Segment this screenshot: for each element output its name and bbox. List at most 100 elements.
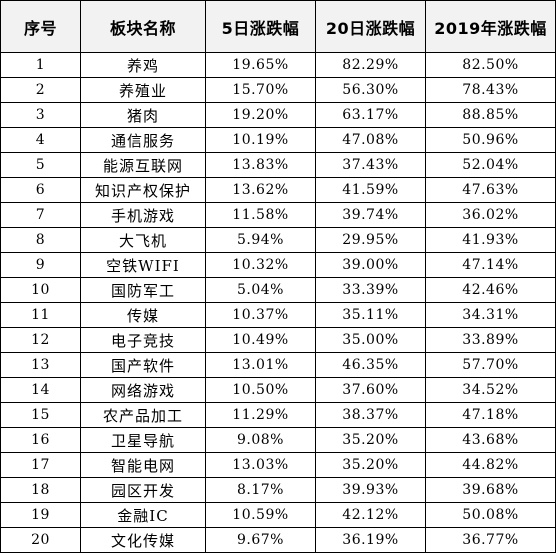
cell-20day-change: 35.20% [315, 427, 426, 453]
cell-5day-change: 10.50% [205, 377, 316, 403]
cell-2019-change: 42.46% [425, 277, 556, 303]
cell-5day-change: 10.49% [205, 327, 316, 353]
cell-index: 14 [0, 377, 81, 403]
cell-5day-change: 11.58% [205, 202, 316, 228]
header-index: 序号 [0, 0, 81, 53]
cell-sector-name: 智能电网 [80, 452, 206, 478]
cell-5day-change: 10.59% [205, 502, 316, 528]
cell-2019-change: 44.82% [425, 452, 556, 478]
cell-5day-change: 19.65% [205, 52, 316, 78]
cell-5day-change: 5.04% [205, 277, 316, 303]
cell-index: 10 [0, 277, 81, 303]
cell-20day-change: 39.00% [315, 252, 426, 278]
table-row: 10 国防军工 5.04% 33.39% 42.46% [0, 277, 556, 303]
cell-sector-name: 国防军工 [80, 277, 206, 303]
cell-20day-change: 39.74% [315, 202, 426, 228]
cell-sector-name: 电子竞技 [80, 327, 206, 353]
cell-2019-change: 50.08% [425, 502, 556, 528]
table-row: 16 卫星导航 9.08% 35.20% 43.68% [0, 427, 556, 453]
cell-sector-name: 猪肉 [80, 102, 206, 128]
table-row: 6 知识产权保护 13.62% 41.59% 47.63% [0, 177, 556, 203]
cell-index: 12 [0, 327, 81, 353]
cell-index: 1 [0, 52, 81, 78]
cell-20day-change: 38.37% [315, 402, 426, 428]
cell-sector-name: 农产品加工 [80, 402, 206, 428]
cell-index: 15 [0, 402, 81, 428]
cell-20day-change: 82.29% [315, 52, 426, 78]
table-row: 17 智能电网 13.03% 35.20% 44.82% [0, 452, 556, 478]
cell-2019-change: 36.02% [425, 202, 556, 228]
table-row: 11 传媒 10.37% 35.11% 34.31% [0, 302, 556, 328]
cell-5day-change: 10.32% [205, 252, 316, 278]
header-2019-change: 2019年涨跌幅 [425, 0, 556, 53]
cell-sector-name: 卫星导航 [80, 427, 206, 453]
table-row: 3 猪肉 19.20% 63.17% 88.85% [0, 102, 556, 128]
cell-20day-change: 35.20% [315, 452, 426, 478]
cell-20day-change: 29.95% [315, 227, 426, 253]
cell-5day-change: 10.19% [205, 127, 316, 153]
cell-sector-name: 养殖业 [80, 77, 206, 103]
cell-index: 3 [0, 102, 81, 128]
cell-index: 18 [0, 477, 81, 503]
cell-20day-change: 37.60% [315, 377, 426, 403]
cell-2019-change: 88.85% [425, 102, 556, 128]
cell-index: 6 [0, 177, 81, 203]
cell-20day-change: 46.35% [315, 352, 426, 378]
cell-index: 20 [0, 527, 81, 553]
cell-5day-change: 10.37% [205, 302, 316, 328]
cell-20day-change: 47.08% [315, 127, 426, 153]
cell-2019-change: 34.31% [425, 302, 556, 328]
cell-sector-name: 知识产权保护 [80, 177, 206, 203]
cell-20day-change: 56.30% [315, 77, 426, 103]
cell-sector-name: 大飞机 [80, 227, 206, 253]
cell-index: 4 [0, 127, 81, 153]
header-5day-change: 5日涨跌幅 [205, 0, 316, 53]
cell-2019-change: 39.68% [425, 477, 556, 503]
table-row: 18 园区开发 8.17% 39.93% 39.68% [0, 477, 556, 503]
cell-20day-change: 33.39% [315, 277, 426, 303]
header-20day-change: 20日涨跌幅 [315, 0, 426, 53]
cell-sector-name: 传媒 [80, 302, 206, 328]
cell-20day-change: 36.19% [315, 527, 426, 553]
cell-2019-change: 47.63% [425, 177, 556, 203]
cell-index: 17 [0, 452, 81, 478]
cell-5day-change: 13.62% [205, 177, 316, 203]
cell-sector-name: 手机游戏 [80, 202, 206, 228]
table-row: 4 通信服务 10.19% 47.08% 50.96% [0, 127, 556, 153]
cell-5day-change: 9.67% [205, 527, 316, 553]
table-row: 20 文化传媒 9.67% 36.19% 36.77% [0, 527, 556, 553]
cell-2019-change: 57.70% [425, 352, 556, 378]
cell-sector-name: 网络游戏 [80, 377, 206, 403]
cell-20day-change: 63.17% [315, 102, 426, 128]
cell-2019-change: 47.18% [425, 402, 556, 428]
cell-2019-change: 47.14% [425, 252, 556, 278]
table-row: 1 养鸡 19.65% 82.29% 82.50% [0, 52, 556, 78]
cell-2019-change: 78.43% [425, 77, 556, 103]
table-header: 序号 板块名称 5日涨跌幅 20日涨跌幅 2019年涨跌幅 [0, 0, 556, 53]
cell-index: 5 [0, 152, 81, 178]
cell-20day-change: 37.43% [315, 152, 426, 178]
table-row: 19 金融IC 10.59% 42.12% 50.08% [0, 502, 556, 528]
cell-sector-name: 国产软件 [80, 352, 206, 378]
cell-sector-name: 养鸡 [80, 52, 206, 78]
cell-sector-name: 空铁WIFI [80, 252, 206, 278]
cell-2019-change: 52.04% [425, 152, 556, 178]
cell-5day-change: 9.08% [205, 427, 316, 453]
cell-2019-change: 43.68% [425, 427, 556, 453]
cell-sector-name: 能源互联网 [80, 152, 206, 178]
cell-2019-change: 34.52% [425, 377, 556, 403]
table-row: 2 养殖业 15.70% 56.30% 78.43% [0, 77, 556, 103]
table-row: 15 农产品加工 11.29% 38.37% 47.18% [0, 402, 556, 428]
cell-index: 13 [0, 352, 81, 378]
table-row: 14 网络游戏 10.50% 37.60% 34.52% [0, 377, 556, 403]
cell-5day-change: 5.94% [205, 227, 316, 253]
table-row: 7 手机游戏 11.58% 39.74% 36.02% [0, 202, 556, 228]
table-row: 9 空铁WIFI 10.32% 39.00% 47.14% [0, 252, 556, 278]
cell-index: 8 [0, 227, 81, 253]
cell-5day-change: 8.17% [205, 477, 316, 503]
cell-index: 11 [0, 302, 81, 328]
cell-5day-change: 15.70% [205, 77, 316, 103]
cell-20day-change: 35.11% [315, 302, 426, 328]
cell-20day-change: 41.59% [315, 177, 426, 203]
